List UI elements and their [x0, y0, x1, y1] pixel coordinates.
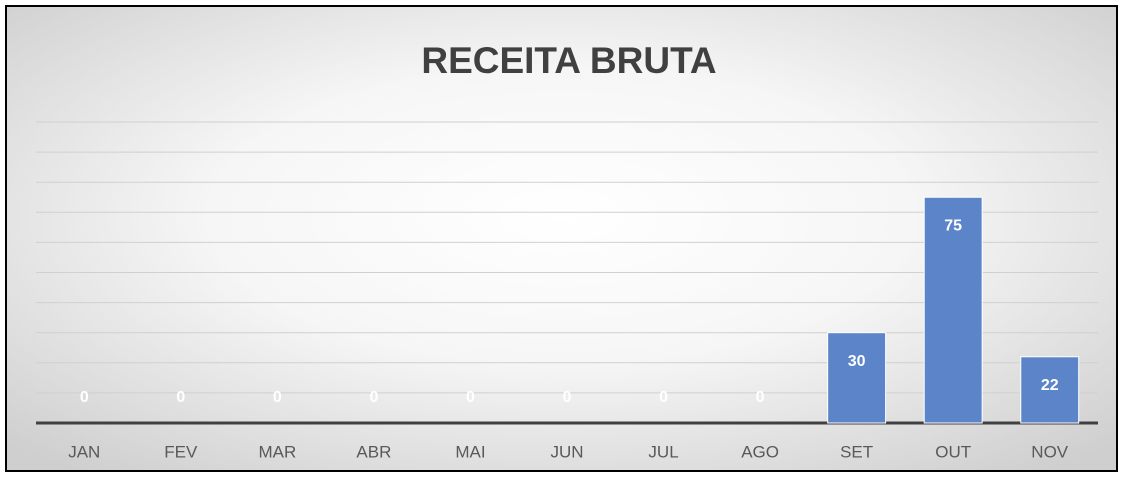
data-label: 75	[944, 217, 962, 234]
x-tick-label: MAR	[258, 442, 296, 461]
data-label: 0	[756, 389, 765, 406]
x-tick-label: JUN	[550, 442, 583, 461]
data-label: 0	[466, 389, 475, 406]
bar	[1020, 356, 1080, 424]
x-tick-label: FEV	[164, 442, 198, 461]
x-tick-label: JAN	[68, 442, 100, 461]
chart-title: RECEITA BRUTA	[421, 40, 716, 81]
data-label: 0	[563, 389, 572, 406]
data-label: 22	[1041, 377, 1059, 394]
x-tick-label: SET	[840, 442, 873, 461]
data-label: 0	[659, 389, 668, 406]
data-label: 0	[176, 389, 185, 406]
data-label: 0	[80, 389, 89, 406]
x-tick-label: ABR	[356, 442, 391, 461]
x-tick-label: MAI	[455, 442, 485, 461]
data-label: 0	[369, 389, 378, 406]
bar	[923, 196, 983, 424]
x-tick-label: NOV	[1031, 442, 1069, 461]
data-label: 30	[848, 353, 866, 370]
x-tick-label: OUT	[935, 442, 971, 461]
data-label: 0	[273, 389, 282, 406]
x-tick-label: JUL	[648, 442, 678, 461]
bar	[827, 332, 887, 424]
x-tick-label: AGO	[741, 442, 779, 461]
